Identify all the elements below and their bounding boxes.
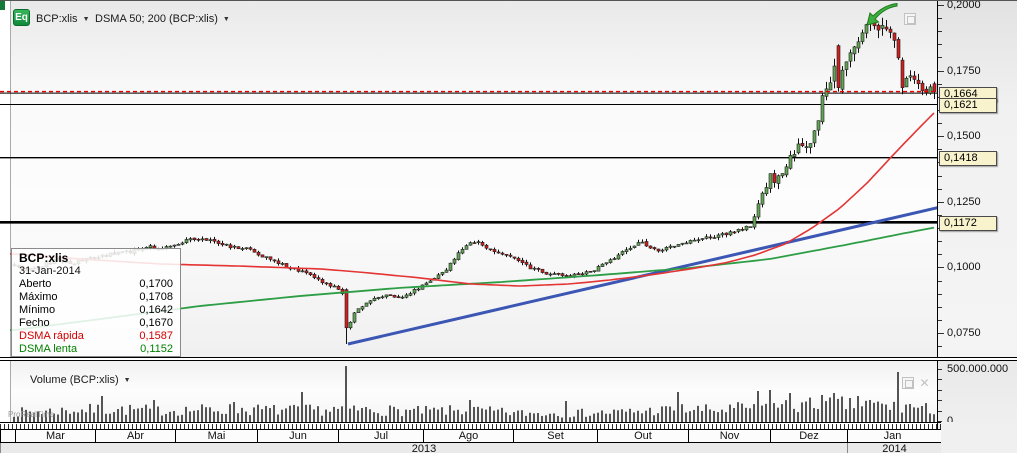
year-cell: 2013 <box>0 443 847 453</box>
month-cell: Set <box>513 430 597 443</box>
axis-minor-tick <box>938 346 942 348</box>
axis-minor-tick <box>938 241 942 243</box>
time-axis-years[interactable]: 2013 2014 <box>0 442 941 453</box>
vol-axis-tick <box>938 400 942 401</box>
vol-axis-tick <box>938 369 942 370</box>
axis-minor-tick <box>938 214 942 216</box>
price-axis-label: 0,1250 <box>947 195 981 208</box>
year-cell: 2014 <box>847 443 941 453</box>
candlestick-series <box>12 14 937 345</box>
axis-major-tick <box>938 70 944 72</box>
volume-chart <box>13 366 935 422</box>
axis-minor-tick <box>938 57 942 59</box>
price-axis-label: 0,1500 <box>947 130 981 143</box>
volume-bars <box>13 366 935 422</box>
tooltip-title: BCP:xlis <box>19 251 69 265</box>
tooltip-date: 31-Jan-2014 <box>19 265 81 277</box>
price-axis-label: 0,1750 <box>947 64 981 77</box>
axis-minor-tick <box>938 44 942 46</box>
month-cell: Out <box>597 430 688 443</box>
price-tag: 0,1172 <box>939 215 997 231</box>
quote-tooltip: BCP:xlis 31-Jan-2014 Aberto 0,1700 Máximo 0… <box>11 248 181 357</box>
tooltip-row: Fecho 0,1670 <box>19 317 173 329</box>
month-cell: Abr <box>95 430 175 443</box>
month-cell: Jun <box>257 430 338 443</box>
axis-minor-tick <box>938 83 942 85</box>
restore-pane-icon[interactable] <box>904 13 916 25</box>
restore-volume-pane-icon[interactable] <box>902 377 914 389</box>
axis-major-tick <box>938 201 944 203</box>
axis-major-tick <box>938 333 944 334</box>
month-cell: Dez <box>770 430 847 443</box>
price-axis-label: 0,2000 <box>947 0 981 11</box>
axis-minor-tick <box>938 306 942 308</box>
axis-minor-tick <box>938 293 942 295</box>
symbol-label: BCP:xlis <box>36 13 78 25</box>
axis-minor-tick <box>938 18 942 20</box>
close-volume-pane-icon[interactable]: ✕ <box>919 376 930 390</box>
chevron-down-icon: ▼ <box>82 16 90 23</box>
indicator-selector[interactable]: DSMA 50; 200 (BCP:xlis) ▼ <box>95 12 230 26</box>
restore-inner-square <box>907 16 915 24</box>
vol-axis-tick <box>938 421 942 422</box>
month-cell: Jul <box>338 430 423 443</box>
tooltip-row: DSMA rápida 0,1587 <box>19 330 173 342</box>
restore-inner-square <box>905 380 913 388</box>
tooltip-row: Máximo 0,1708 <box>19 291 173 303</box>
axis-major-tick <box>938 136 944 138</box>
axis-minor-tick <box>938 175 942 177</box>
tooltip-row: DSMA lenta 0,1152 <box>19 343 173 355</box>
month-cell: Ago <box>423 430 513 443</box>
axis-minor-tick <box>938 319 942 321</box>
price-axis[interactable]: 0,2000 0,1750 0,1500 0,1250 0,1000 0,0750 0,16… <box>937 1 1017 357</box>
price-axis-label: 0,0750 <box>947 327 981 339</box>
tooltip-row: Mínimo 0,1642 <box>19 304 173 316</box>
price-tag: 0,1418 <box>939 151 997 167</box>
month-cell: Mar <box>15 430 95 443</box>
equity-icon: Eq <box>13 9 30 26</box>
vol-axis-tick <box>938 411 942 412</box>
axis-minor-tick <box>938 280 942 282</box>
chevron-down-icon: ▼ <box>222 16 230 23</box>
bottom-right-corner <box>941 422 1017 453</box>
axis-minor-tick <box>938 31 942 33</box>
watermark: ProRealTime <box>8 410 55 419</box>
tooltip-row: Aberto 0,1700 <box>19 278 173 290</box>
time-axis-months[interactable]: Mar Abr Mai Jun Jul Ago Set Out Nov Dez Jan <box>0 429 942 443</box>
vol-axis-tick <box>938 390 942 391</box>
volume-label: Volume (BCP:xlis) <box>30 374 119 386</box>
volume-max-label: 500.000.000 <box>947 363 1009 375</box>
axis-major-tick <box>938 5 944 6</box>
volume-selector[interactable]: Volume (BCP:xlis) ▼ <box>30 373 131 387</box>
daily-tick-strip <box>0 422 941 430</box>
green-arrow-annotation[interactable] <box>864 3 900 31</box>
price-axis-label: 0,1000 <box>947 261 981 274</box>
symbol-selector[interactable]: BCP:xlis ▼ <box>36 12 90 26</box>
price-chart[interactable] <box>0 1 941 357</box>
vol-axis-tick <box>938 379 942 380</box>
volume-zero-label: 0 <box>947 415 954 427</box>
axis-minor-tick <box>938 188 942 190</box>
axis-minor-tick <box>938 254 942 256</box>
month-cell: Mai <box>175 430 257 443</box>
chevron-down-icon: ▼ <box>123 377 131 384</box>
corner-chip <box>0 1 5 10</box>
axis-minor-tick <box>938 123 942 125</box>
pane-separator[interactable] <box>0 357 1017 361</box>
horizontal-level-lines <box>0 92 937 224</box>
axis-minor-tick <box>938 149 942 151</box>
month-cell <box>0 430 15 443</box>
indicator-label: DSMA 50; 200 (BCP:xlis) <box>95 13 218 25</box>
month-cell: Jan <box>847 430 937 443</box>
price-tag: 0,1621 <box>939 97 997 113</box>
axis-major-tick <box>938 267 944 269</box>
month-cell: Nov <box>688 430 770 443</box>
